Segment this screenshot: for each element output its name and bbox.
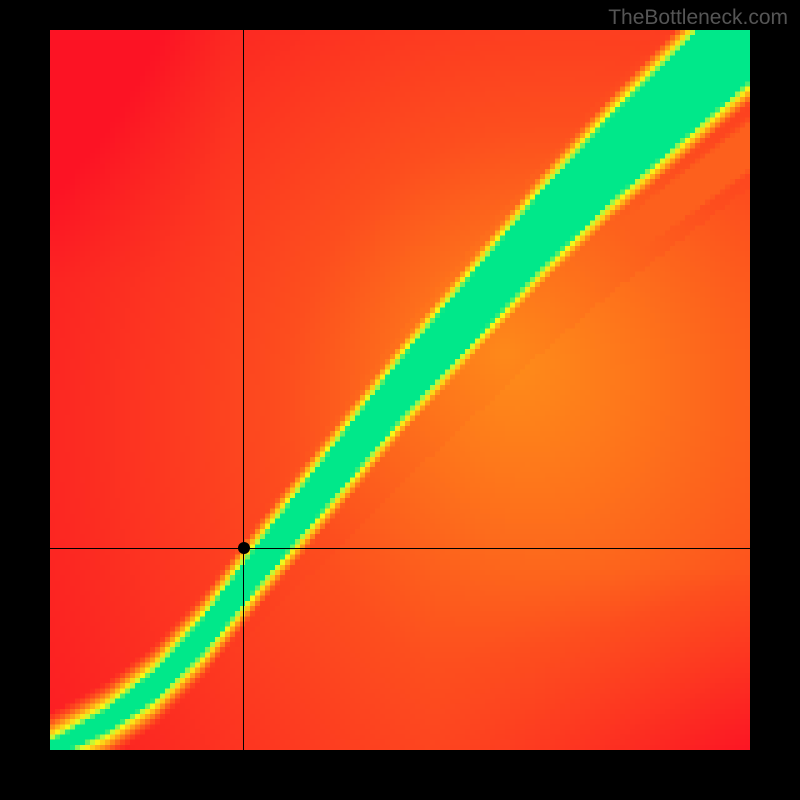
plot-area [50,30,750,750]
crosshair-vertical [243,30,244,750]
watermark-text: TheBottleneck.com [608,6,788,30]
heatmap-canvas [50,30,750,750]
crosshair-marker [238,542,250,554]
chart-container: TheBottleneck.com [0,0,800,800]
crosshair-horizontal [50,548,750,549]
